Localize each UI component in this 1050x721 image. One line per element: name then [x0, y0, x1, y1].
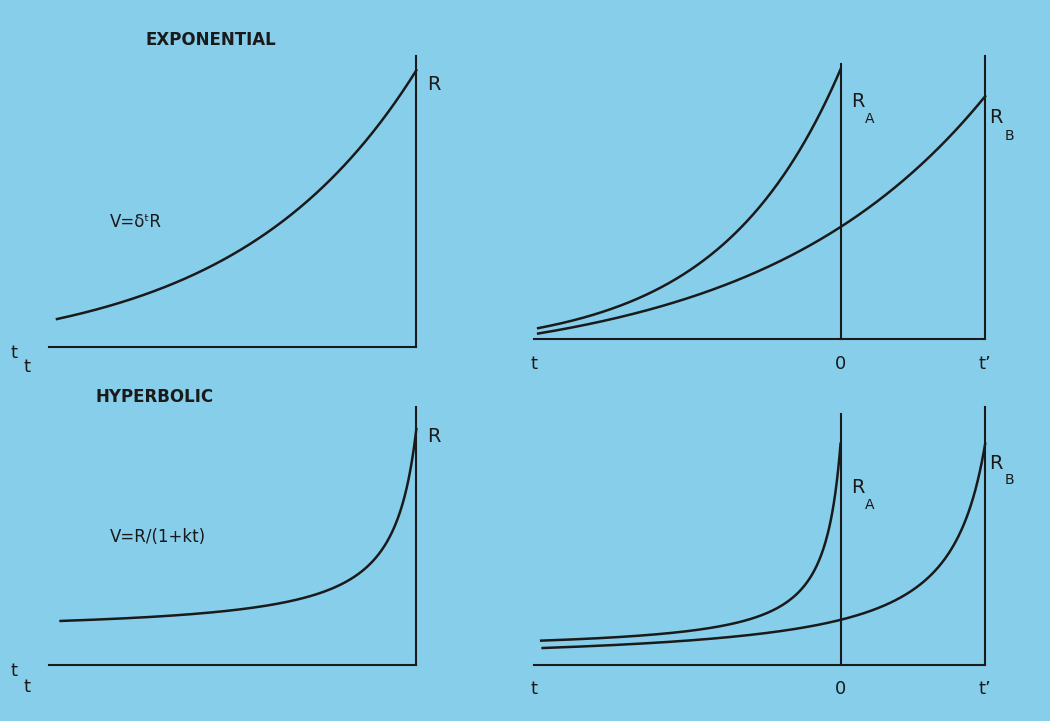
Text: t: t: [530, 680, 538, 698]
Text: 0: 0: [835, 355, 846, 373]
Text: t’: t’: [979, 680, 991, 698]
Text: A: A: [864, 112, 875, 126]
Text: R: R: [852, 479, 865, 497]
Text: t: t: [530, 355, 538, 373]
Text: R: R: [427, 427, 441, 446]
Text: V=R/(1+kt): V=R/(1+kt): [109, 528, 206, 547]
Text: B: B: [1005, 128, 1014, 143]
Text: R: R: [852, 92, 865, 111]
Text: EXPONENTIAL: EXPONENTIAL: [145, 31, 276, 49]
Text: t: t: [23, 358, 30, 376]
Text: 0: 0: [835, 680, 846, 698]
Text: HYPERBOLIC: HYPERBOLIC: [96, 388, 213, 406]
Text: B: B: [1005, 473, 1014, 487]
Text: V=δᵗR: V=δᵗR: [109, 213, 162, 231]
Text: R: R: [427, 74, 441, 94]
Text: R: R: [989, 108, 1003, 128]
Text: t: t: [10, 345, 17, 362]
Text: t: t: [23, 678, 30, 696]
Text: A: A: [864, 497, 875, 512]
Text: R: R: [989, 454, 1003, 473]
Text: t’: t’: [979, 355, 991, 373]
Text: t: t: [10, 662, 17, 679]
